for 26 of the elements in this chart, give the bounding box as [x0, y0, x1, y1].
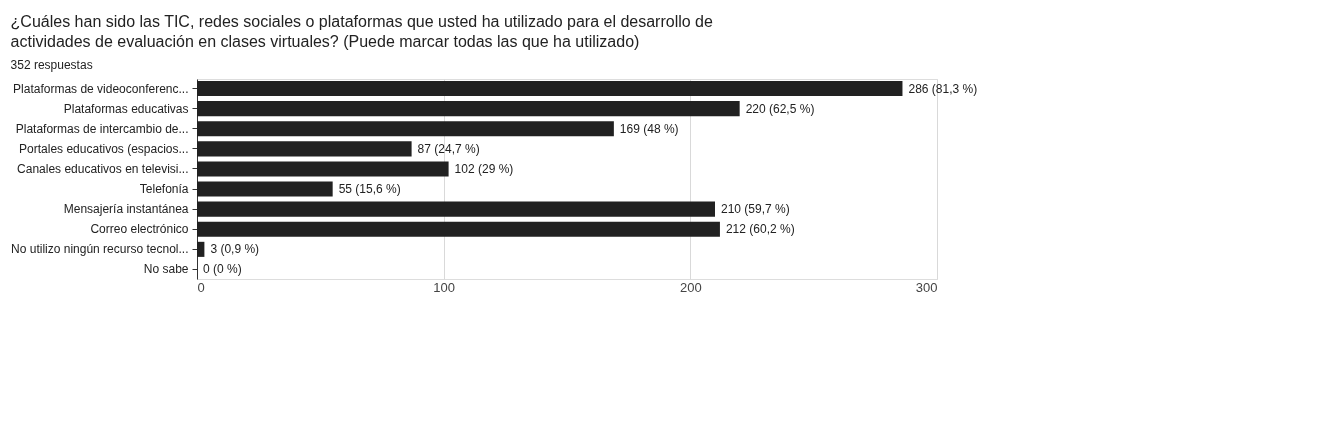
chart-title: ¿Cuáles han sido las TIC, redes sociales o plataformas que usted ha utilizado para el desarrollo de actividades de evaluación en clases virtuales? (Puede marcar todas las que ha utilizado)	[10, 13, 713, 50]
y-tick-label: Plataformas de intercambio de...	[15, 121, 189, 136]
data-label: 212 (60,2 %)	[725, 222, 795, 237]
y-tick-label: Canales educativos en televisi...	[17, 161, 189, 176]
data-label: 0 (0 %)	[203, 262, 242, 277]
data-label: 87 (24,7 %)	[417, 141, 480, 156]
x-tick-label: 200	[679, 279, 702, 295]
y-tick-label: No sabe	[143, 262, 189, 277]
data-label: 286 (81,3 %)	[908, 81, 978, 96]
y-tick-label: Mensajería instantánea	[63, 202, 189, 217]
data-label: 55 (15,6 %)	[338, 182, 401, 197]
x-tick-label: 0	[197, 279, 205, 295]
data-label: 220 (62,5 %)	[745, 101, 815, 116]
y-tick-label: No utilizo ningún recurso tecnol...	[11, 242, 189, 257]
data-label: 3 (0,9 %)	[210, 242, 260, 257]
y-tick-label: Correo electrónico	[90, 222, 189, 237]
y-tick-label: Telefonía	[139, 182, 189, 197]
data-label: 102 (29 %)	[454, 161, 514, 176]
data-label: 169 (48 %)	[619, 121, 679, 136]
text: 352 respuestas	[10, 58, 93, 72]
y-tick-label: Plataformas de videoconferenc...	[13, 81, 189, 96]
data-label: 210 (59,7 %)	[721, 202, 790, 217]
y-tick-label: Portales educativos (espacios...	[19, 141, 189, 156]
x-tick-label: 100	[433, 279, 456, 295]
y-tick-label: Plataformas educativas	[63, 101, 189, 116]
x-tick-label: 300	[915, 279, 938, 295]
